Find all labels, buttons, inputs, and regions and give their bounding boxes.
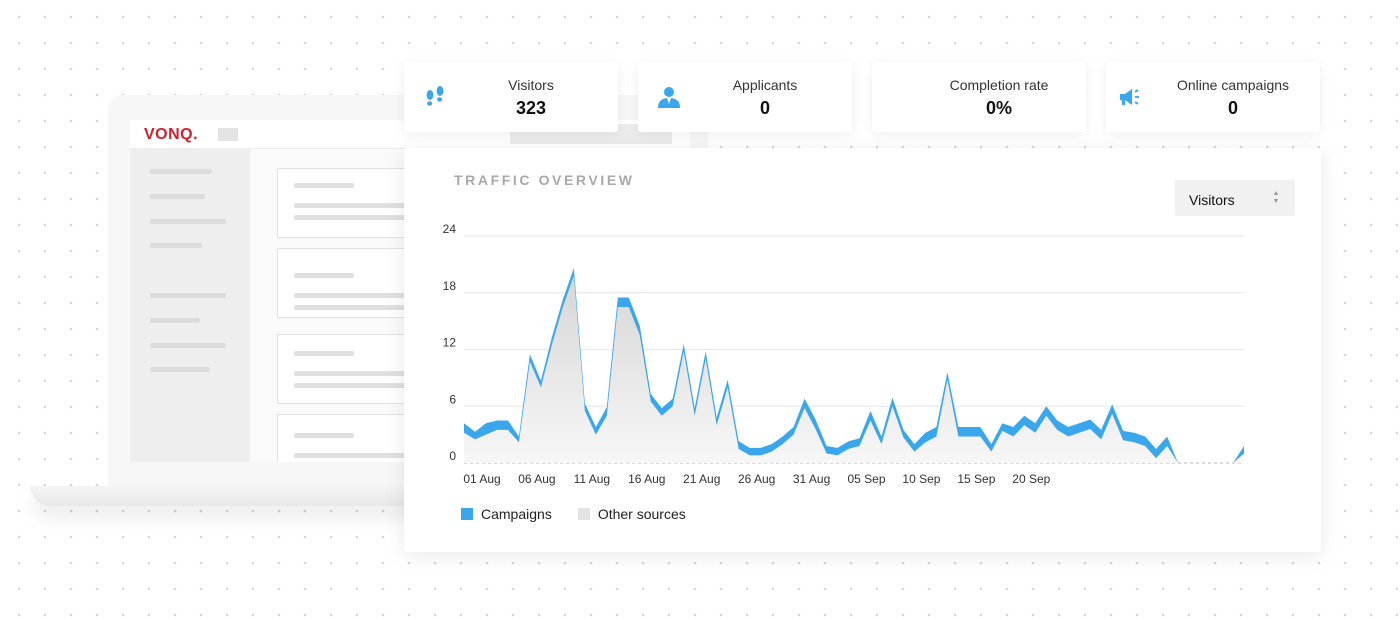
- traffic-overview-panel: TRAFFIC OVERVIEW Visitors ▲ ▼ 24 18 12 6 0 01…: [404, 148, 1321, 552]
- card-placeholder-line: [294, 183, 354, 188]
- y-tick-label: 18: [443, 279, 457, 293]
- sidebar-placeholder-line: [150, 219, 226, 224]
- sidebar-placeholder-line: [150, 243, 202, 248]
- legend-label: Campaigns: [481, 506, 552, 522]
- stat-label: Applicants: [732, 77, 798, 93]
- card-placeholder-line: [294, 383, 434, 388]
- stat-card-completion-rate: Completion rate 0%: [872, 62, 1086, 132]
- stat-card-applicants: Applicants 0: [638, 62, 852, 132]
- footsteps-icon: [422, 84, 448, 110]
- x-tick-label: 21 Aug: [683, 472, 720, 486]
- x-tick-label: 15 Sep: [957, 472, 995, 486]
- x-axis-ticks: 01 Aug 06 Aug 11 Aug 16 Aug 21 Aug 26 Aug 31 A…: [463, 472, 1050, 486]
- x-tick-label: 10 Sep: [902, 472, 940, 486]
- y-tick-label: 6: [449, 392, 456, 406]
- x-tick-label: 31 Aug: [793, 472, 830, 486]
- y-tick-label: 12: [443, 336, 457, 350]
- stat-value: 0: [759, 98, 770, 118]
- vonq-logo: VONQ.: [144, 126, 199, 143]
- y-tick-label: 24: [443, 222, 457, 236]
- series-area-campaigns: [464, 268, 1244, 463]
- y-axis-ticks: 24 18 12 6 0: [443, 222, 457, 463]
- x-tick-label: 11 Aug: [574, 472, 610, 486]
- stat-label: Online campaigns: [1176, 77, 1290, 93]
- x-tick-label: 06 Aug: [518, 472, 555, 486]
- screen-sidebar: [130, 149, 250, 462]
- card-placeholder-line: [294, 453, 434, 458]
- topbar-placeholder-chip: [218, 128, 238, 141]
- sidebar-placeholder-line: [150, 318, 200, 323]
- updown-chevron-icon: ▲ ▼: [1272, 190, 1280, 205]
- panel-title: TRAFFIC OVERVIEW: [454, 172, 635, 188]
- sidebar-placeholder-line: [150, 194, 205, 199]
- stat-card-visitors: Visitors 323: [404, 62, 618, 132]
- sidebar-placeholder-line: [150, 169, 212, 174]
- x-tick-label: 26 Aug: [738, 472, 775, 486]
- card-placeholder-line: [294, 305, 434, 310]
- legend-label: Other sources: [597, 506, 686, 522]
- sidebar-placeholder-line: [150, 343, 226, 348]
- user-icon: [656, 84, 682, 110]
- stat-label: Visitors: [508, 77, 554, 93]
- stat-label: Completion rate: [949, 77, 1049, 93]
- legend-swatch-campaigns: [461, 508, 473, 520]
- stat-value: 0%: [985, 98, 1012, 118]
- stat-value: 0: [1227, 98, 1238, 118]
- card-placeholder-line: [294, 215, 434, 220]
- card-placeholder-line: [294, 273, 354, 278]
- x-tick-label: 01 Aug: [463, 472, 500, 486]
- legend-item-campaigns[interactable]: Campaigns: [461, 506, 552, 522]
- sidebar-placeholder-line: [150, 293, 226, 298]
- megaphone-icon: [1116, 84, 1142, 110]
- traffic-chart: 24 18 12 6 0 01 Aug 06 Aug 11 Aug 16 Aug 21 Aug 2…: [443, 222, 1244, 486]
- card-placeholder-line: [294, 371, 434, 376]
- stat-card-online-campaigns: Online campaigns 0: [1106, 62, 1320, 132]
- card-placeholder-line: [294, 293, 434, 298]
- x-tick-label: 16 Aug: [628, 472, 665, 486]
- x-tick-label: 05 Sep: [847, 472, 885, 486]
- legend-swatch-other-sources: [577, 508, 590, 520]
- metric-selector[interactable]: Visitors ▲ ▼: [1175, 180, 1295, 216]
- card-placeholder-line: [294, 203, 434, 208]
- legend-item-other-sources[interactable]: Other sources: [577, 506, 686, 522]
- chart-areas: [464, 268, 1244, 463]
- card-placeholder-line: [294, 351, 354, 356]
- y-tick-label: 0: [449, 449, 456, 463]
- stat-value: 323: [515, 98, 547, 118]
- series-area-other-sources: [464, 275, 1244, 463]
- sidebar-placeholder-line: [150, 367, 210, 372]
- chart-legend: Campaigns Other sources: [461, 504, 712, 524]
- metric-selector-value: Visitors: [1189, 192, 1235, 208]
- card-placeholder-line: [294, 433, 354, 438]
- x-tick-label: 20 Sep: [1012, 472, 1050, 486]
